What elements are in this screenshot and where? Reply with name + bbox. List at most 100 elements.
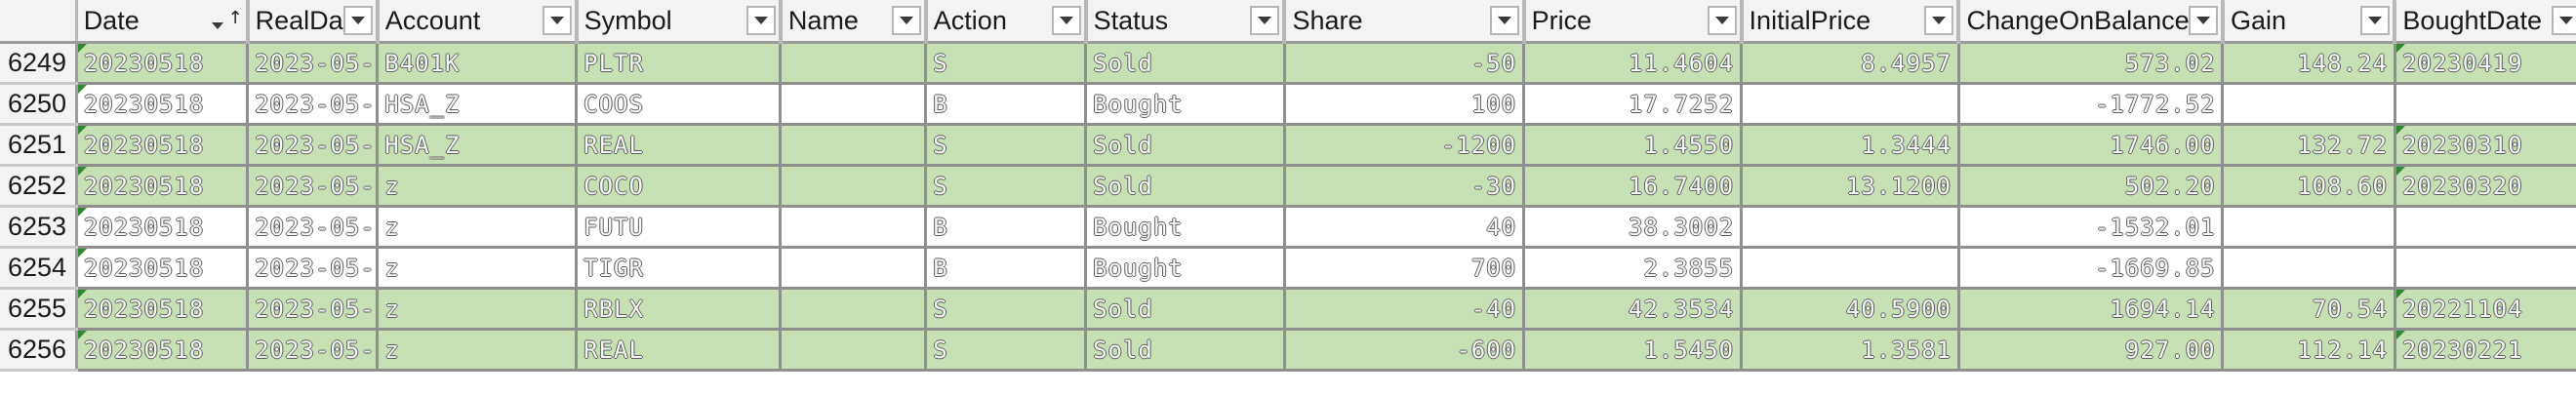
cell-share[interactable]: -1200 [1284, 124, 1526, 167]
cell-account[interactable]: z [377, 206, 579, 249]
column-header-change[interactable]: ChangeOnBalance [1958, 0, 2225, 44]
error-indicator-icon[interactable] [2395, 290, 2405, 298]
cell-change[interactable]: 573.02 [1958, 42, 2225, 85]
filter-dropdown-icon[interactable] [1489, 6, 1519, 35]
row-number[interactable]: 6254 [0, 247, 78, 290]
cell-status[interactable]: Sold [1085, 124, 1286, 167]
cell-change[interactable]: 1694.14 [1958, 288, 2225, 331]
cell-change[interactable]: 502.20 [1958, 165, 2225, 208]
cell-action[interactable]: S [925, 288, 1088, 331]
cell-account[interactable]: HSA_Z [377, 83, 579, 126]
cell-status[interactable]: Sold [1085, 42, 1286, 85]
cell-gain[interactable]: 132.72 [2222, 124, 2396, 167]
cell-gain[interactable]: 108.60 [2222, 165, 2396, 208]
cell-bought[interactable]: 20221104 [2395, 288, 2576, 331]
cell-bought[interactable]: 20230419 [2395, 42, 2576, 85]
row-number[interactable]: 6249 [0, 42, 78, 85]
cell-share[interactable]: -30 [1284, 165, 1526, 208]
cell-status[interactable]: Bought [1085, 83, 1286, 126]
cell-symbol[interactable]: RBLX [576, 288, 783, 331]
cell-realdate[interactable]: 2023-05-18 [247, 206, 380, 249]
cell-name[interactable] [780, 247, 928, 290]
cell-symbol[interactable]: COOS [576, 83, 783, 126]
cell-bought[interactable]: 20230221 [2395, 329, 2576, 372]
select-all-corner[interactable] [0, 0, 78, 44]
cell-date[interactable]: 20230518 [76, 124, 250, 167]
cell-account[interactable]: B401K [377, 42, 579, 85]
cell-price[interactable]: 38.3002 [1523, 206, 1744, 249]
cell-initialprice[interactable] [1741, 247, 1960, 290]
cell-initialprice[interactable] [1741, 206, 1960, 249]
cell-realdate[interactable]: 2023-05-18 [247, 42, 380, 85]
cell-price[interactable]: 16.7400 [1523, 165, 1744, 208]
cell-realdate[interactable]: 2023-05-18 [247, 83, 380, 126]
cell-name[interactable] [780, 165, 928, 208]
column-header-price[interactable]: Price [1523, 0, 1744, 44]
cell-price[interactable]: 17.7252 [1523, 83, 1744, 126]
filter-dropdown-icon[interactable] [1051, 6, 1081, 35]
filter-dropdown-icon[interactable] [745, 6, 776, 35]
cell-status[interactable]: Sold [1085, 288, 1286, 331]
cell-initialprice[interactable]: 13.1200 [1741, 165, 1960, 208]
column-header-name[interactable]: Name [780, 0, 928, 44]
cell-action[interactable]: S [925, 42, 1088, 85]
cell-account[interactable]: z [377, 288, 579, 331]
cell-status[interactable]: Bought [1085, 206, 1286, 249]
row-number[interactable]: 6256 [0, 329, 78, 372]
cell-status[interactable]: Sold [1085, 329, 1286, 372]
error-indicator-icon[interactable] [77, 85, 87, 94]
cell-action[interactable]: B [925, 206, 1088, 249]
cell-symbol[interactable]: REAL [576, 329, 783, 372]
cell-price[interactable]: 2.3855 [1523, 247, 1744, 290]
cell-gain[interactable] [2222, 247, 2396, 290]
cell-name[interactable] [780, 329, 928, 372]
cell-share[interactable]: -50 [1284, 42, 1526, 85]
row-number[interactable]: 6253 [0, 206, 78, 249]
cell-bought[interactable]: 20230310 [2395, 124, 2576, 167]
cell-realdate[interactable]: 2023-05-18 [247, 124, 380, 167]
filter-dropdown-icon[interactable] [2552, 6, 2576, 35]
error-indicator-icon[interactable] [77, 208, 87, 217]
cell-share[interactable]: 700 [1284, 247, 1526, 290]
cell-share[interactable]: -600 [1284, 329, 1526, 372]
cell-change[interactable]: 1746.00 [1958, 124, 2225, 167]
cell-date[interactable]: 20230518 [76, 288, 250, 331]
column-header-realdate[interactable]: RealDate [247, 0, 380, 44]
cell-action[interactable]: S [925, 165, 1088, 208]
row-number[interactable]: 6255 [0, 288, 78, 331]
cell-bought[interactable] [2395, 83, 2576, 126]
cell-date[interactable]: 20230518 [76, 165, 250, 208]
error-indicator-icon[interactable] [77, 290, 87, 298]
cell-change[interactable]: 927.00 [1958, 329, 2225, 372]
cell-status[interactable]: Sold [1085, 165, 1286, 208]
column-header-symbol[interactable]: Symbol [576, 0, 783, 44]
error-indicator-icon[interactable] [77, 44, 87, 53]
error-indicator-icon[interactable] [2395, 167, 2405, 176]
cell-price[interactable]: 1.4550 [1523, 124, 1744, 167]
cell-bought[interactable] [2395, 206, 2576, 249]
column-header-account[interactable]: Account [377, 0, 579, 44]
cell-date[interactable]: 20230518 [76, 247, 250, 290]
cell-realdate[interactable]: 2023-05-18 [247, 247, 380, 290]
cell-gain[interactable]: 112.14 [2222, 329, 2396, 372]
error-indicator-icon[interactable] [77, 126, 87, 135]
row-number[interactable]: 6252 [0, 165, 78, 208]
cell-status[interactable]: Bought [1085, 247, 1286, 290]
cell-realdate[interactable]: 2023-05-18 [247, 165, 380, 208]
cell-name[interactable] [780, 206, 928, 249]
error-indicator-icon[interactable] [77, 331, 87, 339]
cell-name[interactable] [780, 124, 928, 167]
cell-share[interactable]: 40 [1284, 206, 1526, 249]
cell-account[interactable]: z [377, 247, 579, 290]
column-header-action[interactable]: Action [925, 0, 1088, 44]
cell-initialprice[interactable]: 1.3444 [1741, 124, 1960, 167]
cell-share[interactable]: 100 [1284, 83, 1526, 126]
cell-change[interactable]: -1532.01 [1958, 206, 2225, 249]
cell-name[interactable] [780, 42, 928, 85]
cell-initialprice[interactable]: 8.4957 [1741, 42, 1960, 85]
cell-gain[interactable]: 70.54 [2222, 288, 2396, 331]
cell-action[interactable]: S [925, 124, 1088, 167]
cell-gain[interactable]: 148.24 [2222, 42, 2396, 85]
cell-name[interactable] [780, 288, 928, 331]
cell-realdate[interactable]: 2023-05-18 [247, 329, 380, 372]
